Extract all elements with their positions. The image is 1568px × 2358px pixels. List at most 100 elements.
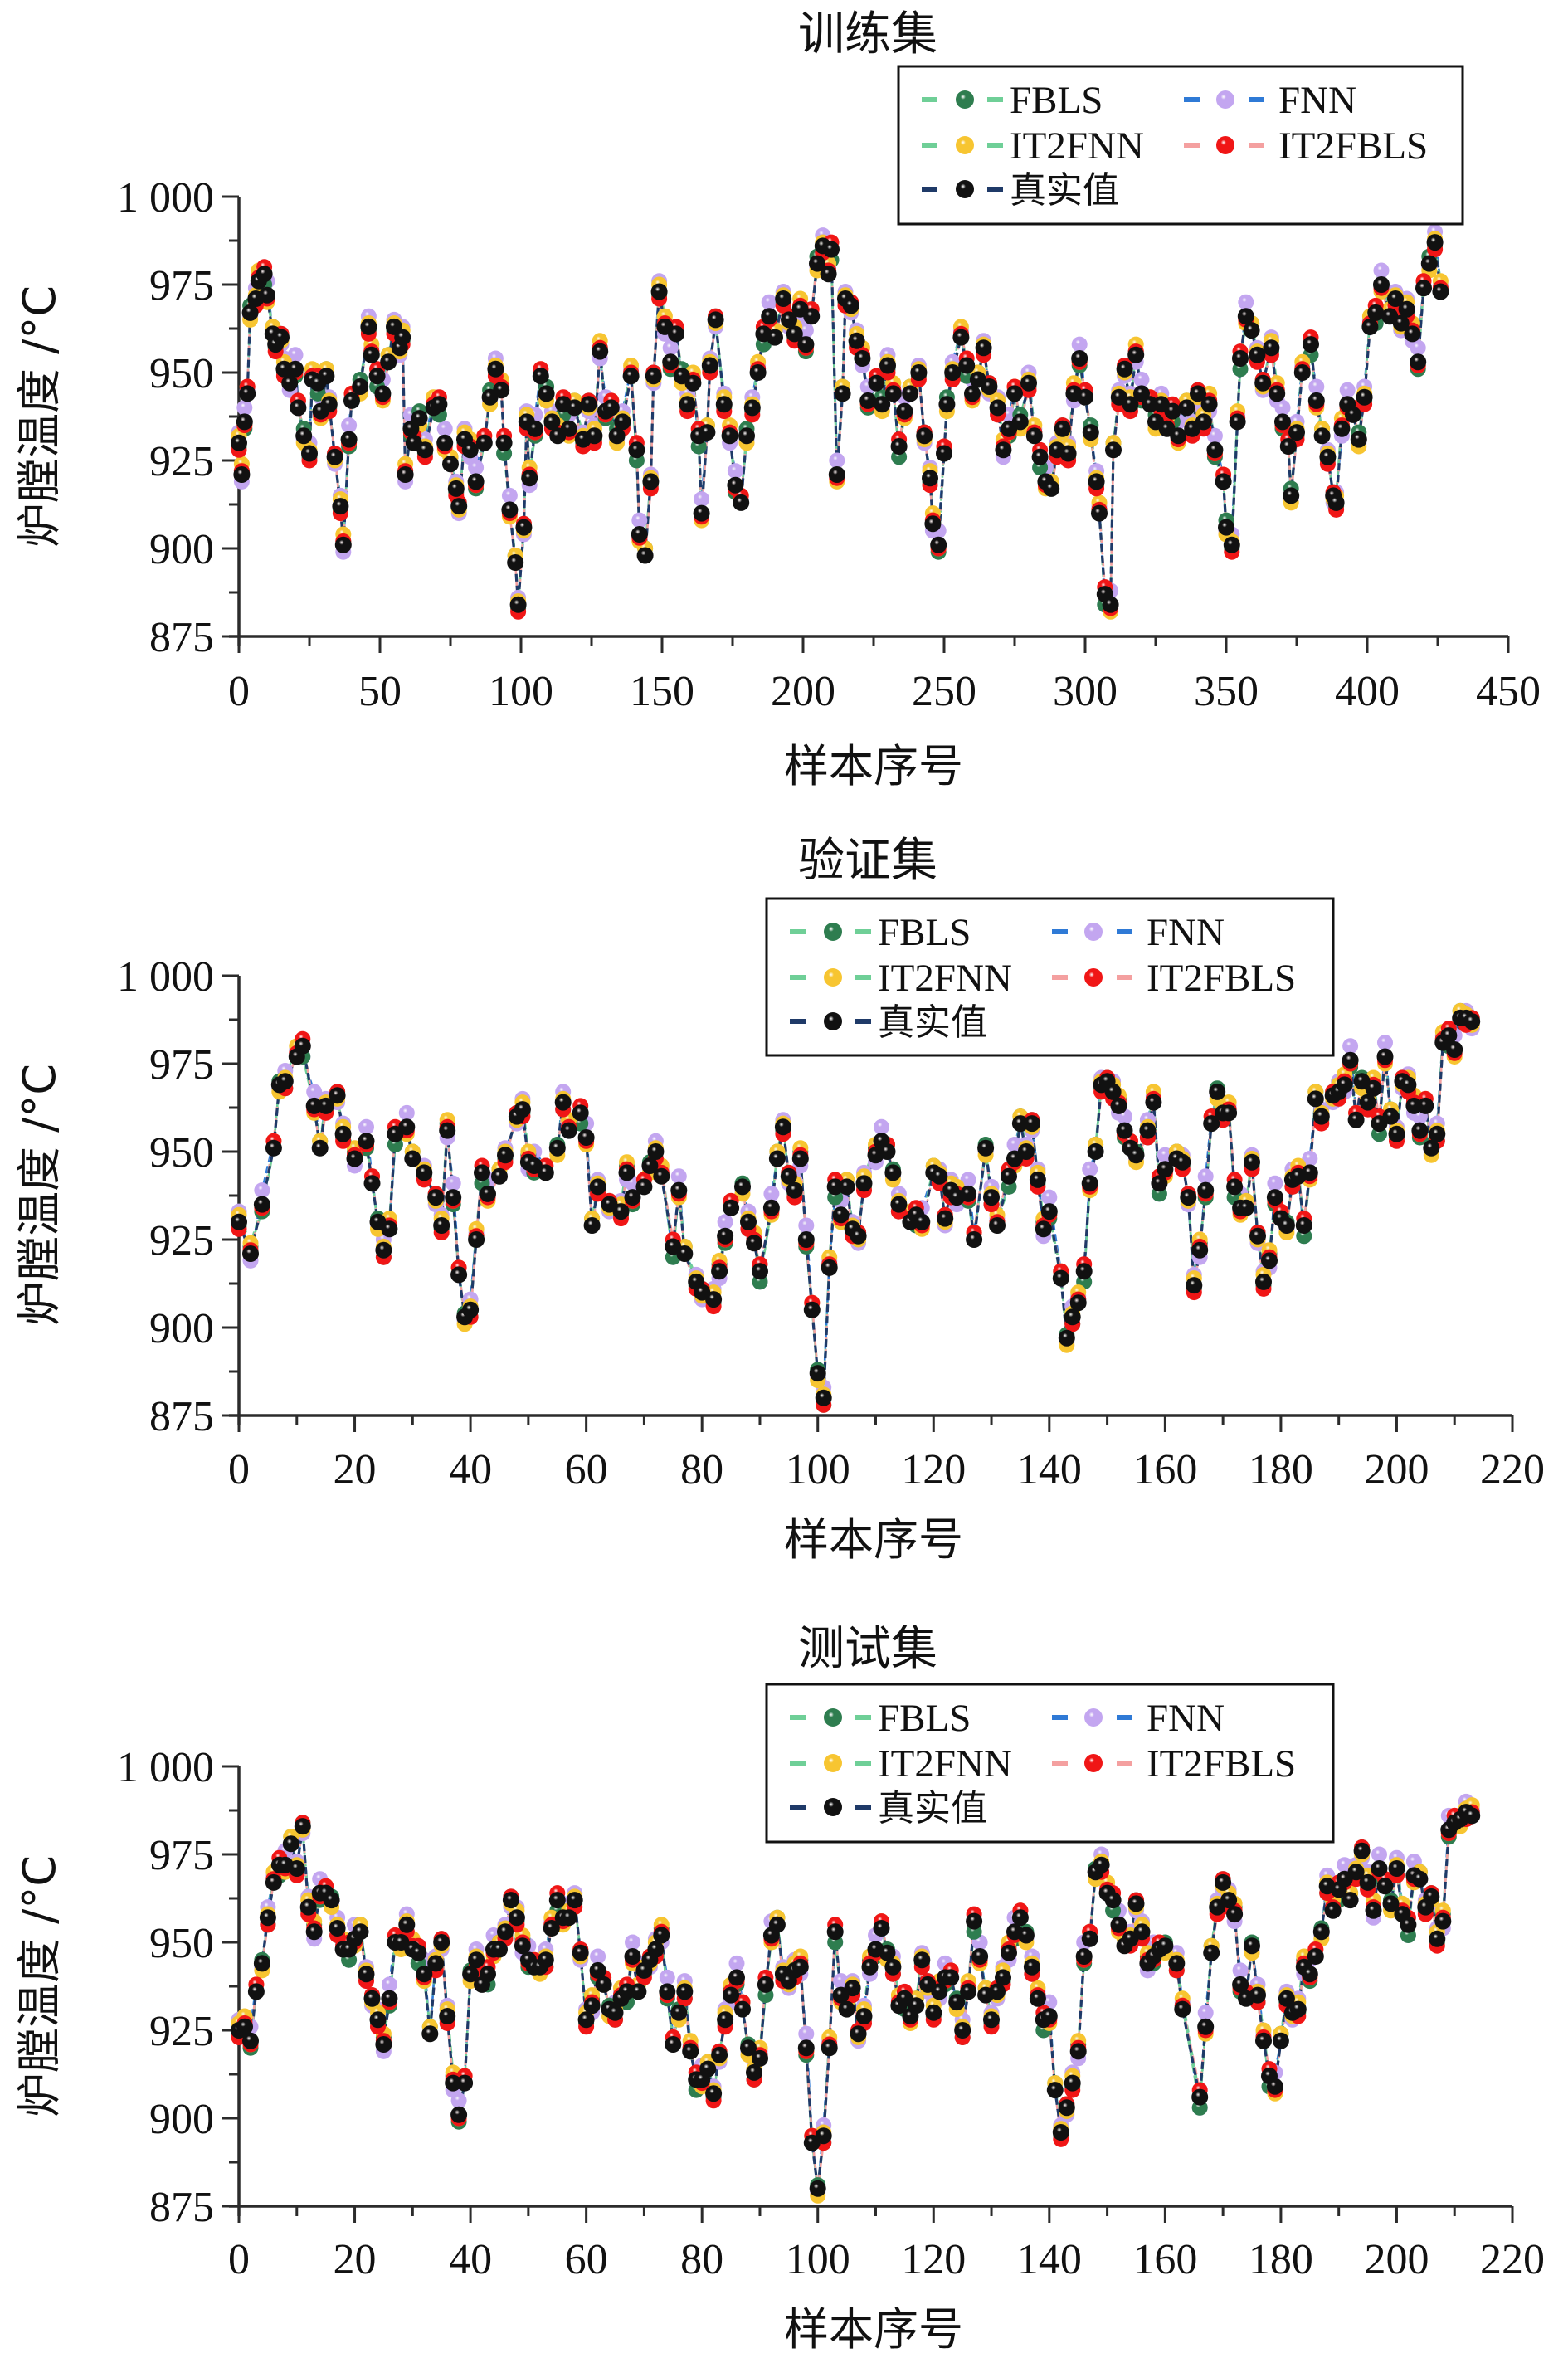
data-point-true-value: [502, 1892, 519, 1909]
data-point-true-value: [1398, 300, 1415, 318]
data-point-true-value: [1223, 536, 1240, 553]
data-point-true-value: [242, 2032, 259, 2049]
chart-title: 训练集: [798, 7, 937, 61]
data-point-fnn: [1371, 1846, 1387, 1863]
y-tick-label: 925: [149, 438, 214, 485]
data-point-true-value: [1178, 399, 1195, 417]
data-point-true-value: [416, 1966, 433, 1983]
data-point-true-value: [838, 1178, 855, 1196]
data-point-true-value: [1261, 1252, 1278, 1269]
data-point-true-value: [1243, 322, 1260, 339]
data-point-true-value: [1359, 1873, 1376, 1891]
legend-label: FBLS: [878, 1697, 971, 1740]
data-point-true-value: [966, 1231, 983, 1248]
data-point-true-value: [1052, 1269, 1069, 1287]
data-point-fnn: [659, 1969, 675, 1985]
data-point-fnn: [717, 1214, 733, 1230]
data-point-true-value: [707, 311, 724, 329]
data-point-true-value: [583, 1217, 601, 1234]
data-point-true-value: [1127, 1895, 1145, 1912]
data-point-true-value: [1029, 1990, 1046, 2007]
data-point-true-value: [913, 1951, 931, 1969]
data-point-true-value: [1365, 1902, 1382, 1919]
series-markers-fnn: [231, 1002, 1480, 1396]
data-point-fnn: [761, 294, 777, 310]
data-point-true-value: [368, 368, 386, 385]
data-point-fnn: [763, 1186, 780, 1202]
data-point-true-value: [1157, 1161, 1174, 1178]
data-point-true-value: [340, 431, 358, 448]
data-point-true-value: [925, 2004, 942, 2021]
data-point-true-value: [398, 1916, 416, 1933]
y-tick-label: 975: [149, 1832, 214, 1879]
legend-item-fnn: FNN: [1184, 79, 1356, 122]
data-point-true-value: [642, 473, 660, 490]
data-point-true-value: [1295, 1217, 1312, 1234]
data-point-true-value: [1157, 1937, 1174, 1955]
data-point-true-value: [902, 385, 919, 402]
data-point-fnn: [829, 452, 845, 469]
data-point-true-value: [397, 466, 414, 483]
data-point-true-value: [231, 434, 247, 451]
x-tick-label: 200: [771, 668, 835, 715]
data-point-true-value: [1059, 445, 1077, 462]
data-point-fnn: [287, 347, 304, 363]
legend-marker-icon: [956, 136, 974, 154]
data-point-true-value: [879, 1944, 896, 1961]
data-point-true-value: [239, 385, 256, 402]
data-point-true-value: [1206, 441, 1224, 459]
data-point-true-value: [1081, 1175, 1098, 1192]
data-point-true-value: [445, 2074, 462, 2092]
data-point-true-value: [1313, 427, 1331, 445]
data-point-true-value: [602, 399, 620, 417]
data-point-true-value: [1127, 346, 1145, 363]
data-point-true-value: [826, 1178, 844, 1196]
data-point-true-value: [821, 1259, 838, 1276]
data-point-true-value: [738, 427, 755, 445]
legend-label: IT2FBLS: [1147, 957, 1296, 1000]
data-point-true-value: [589, 1961, 606, 1979]
data-point-fnn: [1373, 262, 1390, 279]
data-point-true-value: [791, 1150, 809, 1167]
data-point-true-value: [1011, 413, 1029, 431]
data-point-true-value: [859, 392, 877, 409]
x-tick-label: 160: [1132, 2236, 1197, 2283]
data-point-fnn: [1339, 382, 1356, 398]
data-point-fnn: [1071, 336, 1088, 353]
data-point-true-value: [1081, 1930, 1098, 1947]
data-point-fnn: [798, 2025, 815, 2042]
x-tick-label: 100: [786, 1446, 850, 1493]
data-point-true-value: [1075, 1263, 1093, 1280]
x-tick-label: 300: [1053, 668, 1118, 715]
data-point-true-value: [1029, 1171, 1046, 1188]
data-point-true-value: [1463, 1013, 1481, 1030]
data-point-true-value: [1463, 1807, 1481, 1825]
x-tick-label: 220: [1480, 2236, 1545, 2283]
data-point-true-value: [1058, 2099, 1075, 2117]
legend-item-true-value: 真实值: [922, 169, 1119, 212]
data-point-true-value: [647, 1143, 665, 1160]
data-point-true-value: [803, 1301, 821, 1318]
data-point-true-value: [717, 2011, 734, 2029]
data-point-true-value: [676, 1983, 694, 2000]
data-point-true-value: [1249, 1986, 1266, 2004]
data-point-true-value: [1168, 1955, 1186, 1972]
data-point-fnn: [1308, 378, 1325, 395]
data-point-true-value: [1307, 1948, 1324, 1965]
data-point-true-value: [1429, 1930, 1446, 1947]
data-point-true-value: [948, 1994, 966, 2011]
y-tick-label: 875: [149, 2184, 214, 2231]
data-point-true-value: [954, 2022, 971, 2039]
data-point-true-value: [723, 1986, 740, 2004]
data-point-true-value: [757, 1976, 774, 1993]
data-point-true-value: [1301, 1966, 1318, 1983]
data-point-true-value: [1139, 1122, 1157, 1139]
data-point-true-value: [358, 1133, 375, 1150]
data-point-true-value: [580, 396, 597, 413]
series-markers-true-value: [231, 1009, 1481, 1406]
data-point-true-value: [1218, 519, 1234, 536]
data-point-true-value: [1345, 406, 1361, 423]
data-point-true-value: [1404, 325, 1421, 343]
legend-item-true-value: 真实值: [790, 1787, 987, 1829]
data-point-true-value: [560, 1122, 577, 1139]
